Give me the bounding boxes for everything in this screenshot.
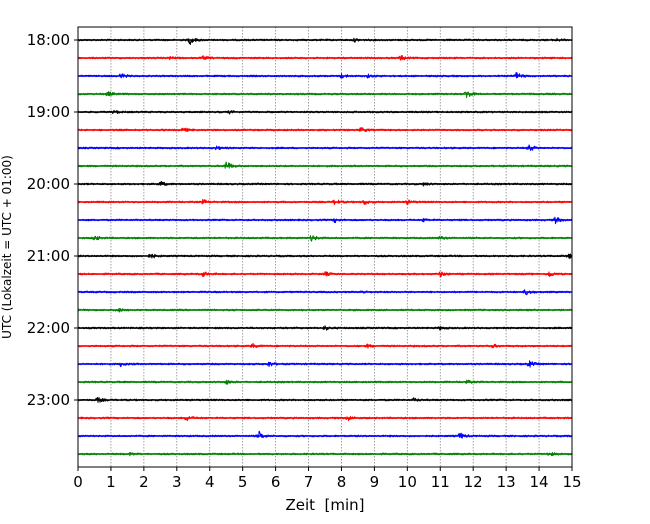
x-tick-label: 6 [271, 473, 281, 491]
x-tick-label: 15 [562, 473, 581, 491]
x-tick-label: 2 [139, 473, 149, 491]
y-tick-label: 22:00 [27, 319, 70, 337]
trace-1945 [77, 161, 573, 169]
trace-1800 [77, 37, 573, 46]
x-tick-label: 3 [172, 473, 182, 491]
x-axis-label: Zeit [min] [285, 496, 364, 514]
y-axis-label: UTC (Lokalzeit = UTC + 01:00) [0, 155, 14, 339]
grid [110, 27, 540, 467]
x-tick-label: 14 [530, 473, 549, 491]
x-tick-label: 5 [238, 473, 248, 491]
y-tick-label: 18:00 [27, 31, 70, 49]
x-tick-label: 11 [431, 473, 450, 491]
x-tick-label: 13 [497, 473, 516, 491]
x-tick-label: 7 [304, 473, 314, 491]
x-axis: 0 1 2 3 4 5 6 7 8 9 10 11 12 13 14 15 [73, 467, 582, 491]
x-tick-label: 4 [205, 473, 215, 491]
plot-frame [77, 26, 573, 468]
trace-2330 [77, 430, 573, 439]
y-tick-label: 23:00 [27, 391, 70, 409]
x-tick-label: 9 [370, 473, 380, 491]
x-tick-label: 0 [73, 473, 83, 491]
y-tick-label: 21:00 [27, 247, 70, 265]
y-tick-label: 19:00 [27, 103, 70, 121]
x-tick-label: 8 [337, 473, 347, 491]
x-tick-label: 1 [106, 473, 116, 491]
traces [77, 37, 573, 457]
y-tick-label: 20:00 [27, 175, 70, 193]
x-tick-label: 12 [464, 473, 483, 491]
y-axis: 18:00 19:00 20:00 21:00 22:00 23:00 [27, 31, 78, 409]
x-tick-label: 10 [398, 473, 417, 491]
